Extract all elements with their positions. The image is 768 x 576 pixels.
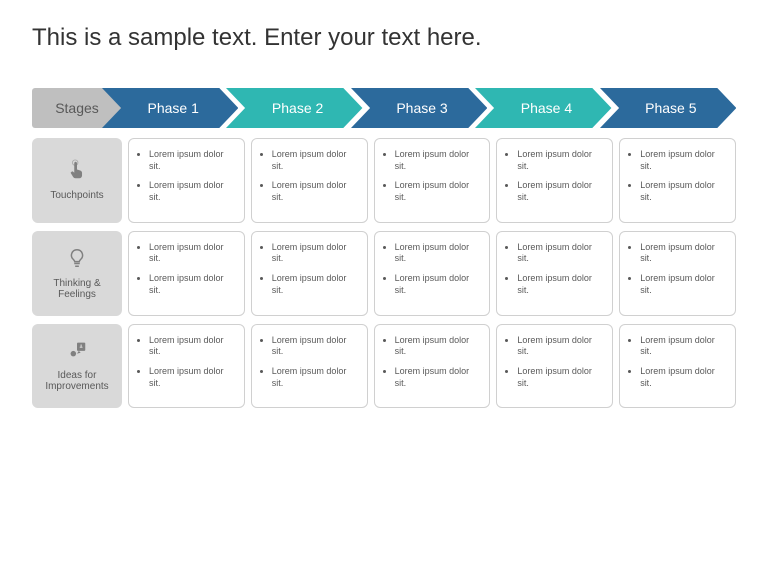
data-row: TouchpointsLorem ipsum dolor sit.Lorem i… — [32, 138, 736, 223]
cell: Lorem ipsum dolor sit. Lorem ipsum dolor … — [128, 324, 245, 409]
cell: Lorem ipsum dolor sit. Lorem ipsum dolor … — [374, 231, 491, 316]
row-label-text: Thinking & Feelings — [36, 278, 118, 300]
page-title: This is a sample text. Enter your text h… — [32, 24, 736, 52]
bullet: Lorem ipsum dolor sit. — [517, 273, 604, 296]
bullet: Lorem ipsum dolor sit. — [272, 149, 359, 172]
phase-arrow-2: Phase 2 — [226, 88, 362, 128]
cell: Lorem ipsum dolor sit. Lorem ipsum dolor … — [128, 231, 245, 316]
cell: Lorem ipsum dolor sit. Lorem ipsum dolor … — [496, 324, 613, 409]
row-label-idea: Ideas for Improvements — [32, 324, 122, 409]
touch-icon — [66, 159, 88, 184]
cells: Lorem ipsum dolor sit. Lorem ipsum dolor … — [128, 138, 736, 223]
phase-arrow-1: Phase 1 — [102, 88, 238, 128]
bullet: Lorem ipsum dolor sit. — [395, 366, 482, 389]
bullet: Lorem ipsum dolor sit. — [395, 335, 482, 358]
bullet: Lorem ipsum dolor sit. — [272, 335, 359, 358]
row-label-text: Touchpoints — [50, 190, 103, 201]
idea-icon — [66, 339, 88, 364]
cell: Lorem ipsum dolor sit. Lorem ipsum dolor … — [374, 324, 491, 409]
cell: Lorem ipsum dolor sit. Lorem ipsum dolor … — [128, 138, 245, 223]
data-row: Ideas for Improvements Lorem ipsum dolor … — [32, 324, 736, 409]
cell: Lorem ipsum dolor sit. Lorem ipsum dolor … — [251, 138, 368, 223]
row-label-bulb: Thinking & Feelings — [32, 231, 122, 316]
bullet: Lorem ipsum dolor sit. — [149, 366, 236, 389]
cell: Lorem ipsum dolor sit. Lorem ipsum dolor … — [619, 138, 736, 223]
bullet: Lorem ipsum dolor sit. — [640, 366, 727, 389]
bullet: Lorem ipsum dolor sit. — [272, 366, 359, 389]
row-label-text: Ideas for Improvements — [36, 370, 118, 392]
phase-arrow-3: Phase 3 — [351, 88, 487, 128]
cell: Lorem ipsum dolor sit. Lorem ipsum dolor … — [251, 231, 368, 316]
cell: Lorem ipsum dolor sit. Lorem ipsum dolor … — [619, 231, 736, 316]
bullet: Lorem ipsum dolor sit. — [149, 180, 236, 203]
bullet: Lorem ipsum dolor sit. — [517, 242, 604, 265]
row-label-touch: Touchpoints — [32, 138, 122, 223]
cell: Lorem ipsum dolor sit. Lorem ipsum dolor … — [496, 138, 613, 223]
bullet: Lorem ipsum dolor sit. — [395, 180, 482, 203]
bullet: Lorem ipsum dolor sit. — [517, 149, 604, 172]
bullet: Lorem ipsum dolor sit. — [517, 180, 604, 203]
phase-arrow-5: Phase 5 — [600, 88, 736, 128]
cell: Lorem ipsum dolor sit. Lorem ipsum dolor … — [619, 324, 736, 409]
bullet: Lorem ipsum dolor sit. — [395, 149, 482, 172]
bullet: Lorem ipsum dolor sit. — [517, 366, 604, 389]
bullet: Lorem ipsum dolor sit. — [272, 273, 359, 296]
bullet: Lorem ipsum dolor sit. — [640, 242, 727, 265]
bullet: Lorem ipsum dolor sit. — [395, 242, 482, 265]
bullet: Lorem ipsum dolor sit. — [149, 273, 236, 296]
bulb-icon — [66, 247, 88, 272]
bullet: Lorem ipsum dolor sit. — [640, 273, 727, 296]
bullet: Lorem ipsum dolor sit. — [149, 149, 236, 172]
bullet: Lorem ipsum dolor sit. — [640, 335, 727, 358]
cell: Lorem ipsum dolor sit. Lorem ipsum dolor … — [251, 324, 368, 409]
bullet: Lorem ipsum dolor sit. — [395, 273, 482, 296]
phase-arrow-4: Phase 4 — [475, 88, 611, 128]
bullet: Lorem ipsum dolor sit. — [640, 180, 727, 203]
bullet: Lorem ipsum dolor sit. — [517, 335, 604, 358]
bullet: Lorem ipsum dolor sit. — [640, 149, 727, 172]
bullet: Lorem ipsum dolor sit. — [272, 242, 359, 265]
cells: Lorem ipsum dolor sit. Lorem ipsum dolor … — [128, 324, 736, 409]
bullet: Lorem ipsum dolor sit. — [149, 335, 236, 358]
header-row: Stages Phase 1Phase 2Phase 3Phase 4Phase… — [32, 88, 736, 128]
phase-arrows: Phase 1Phase 2Phase 3Phase 4Phase 5 — [114, 88, 736, 128]
cells: Lorem ipsum dolor sit. Lorem ipsum dolor … — [128, 231, 736, 316]
journey-chart: Stages Phase 1Phase 2Phase 3Phase 4Phase… — [32, 88, 736, 416]
bullet: Lorem ipsum dolor sit. — [149, 242, 236, 265]
cell: Lorem ipsum dolor sit. Lorem ipsum dolor … — [496, 231, 613, 316]
data-row: Thinking & Feelings Lorem ipsum dolor sit… — [32, 231, 736, 316]
cell: Lorem ipsum dolor sit. Lorem ipsum dolor … — [374, 138, 491, 223]
bullet: Lorem ipsum dolor sit. — [272, 180, 359, 203]
